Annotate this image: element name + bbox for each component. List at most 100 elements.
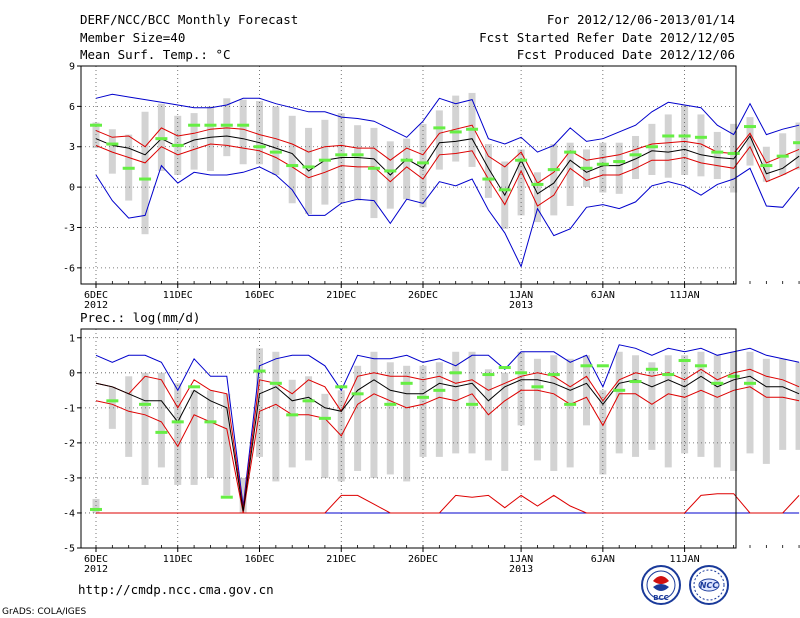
obs-marker [90,123,102,127]
median-line [95,134,800,197]
fcst-started-date: Fcst Started Refer Date 2012/12/05 [479,30,735,45]
ensemble-box [174,383,182,485]
y-tick-label: 3 [69,142,75,153]
obs-marker [400,158,413,162]
obs-marker [384,169,397,173]
obs-marker [106,142,119,146]
obs-marker [547,373,560,377]
x-year-label: 2013 [509,300,533,311]
obs-marker [269,381,282,385]
x-tick-label: 16DEC [244,554,274,565]
ensemble-box [583,355,590,426]
x-tick-label: 6DEC [84,554,108,565]
ensemble-box [632,135,640,180]
bcc-logo-text: BCC [653,594,669,602]
ensemble-box [141,111,149,235]
x-tick-label: 26DEC [408,290,438,301]
ensemble-box [321,393,329,478]
ensemble-box [403,138,411,200]
obs-marker [498,366,511,370]
x-tick-label: 11DEC [163,554,193,565]
ensemble-box [223,393,231,496]
obs-marker [433,126,446,130]
ensemble-box [288,379,296,468]
obs-marker [433,388,446,392]
min-line [95,164,800,268]
ensemble-box [664,355,672,468]
ensemble-box [795,122,800,170]
obs-marker [531,385,544,389]
obs-marker [482,177,495,181]
obs-marker [645,367,658,371]
ensemble-box [305,376,313,461]
obs-marker [727,151,740,155]
obs-marker [629,380,642,384]
obs-marker [286,413,299,417]
x-tick-label: 21DEC [326,290,356,301]
obs-marker [351,392,364,396]
obs-marker [449,130,462,134]
ensemble-box [125,376,133,457]
obs-marker [384,402,397,406]
ensemble-box [779,133,787,175]
ncc-logo: NCC [689,565,729,605]
y-tick-label: -4 [63,508,75,519]
obs-marker [351,153,364,157]
prec-panel-title: Prec.: log(mm/d) [80,310,200,325]
ensemble-box [566,358,574,468]
obs-marker [318,158,331,162]
obs-marker [188,385,201,389]
forecast-period: For 2012/12/06-2013/01/14 [547,12,735,27]
y-tick-label: -2 [63,438,75,449]
obs-marker [744,125,756,129]
ensemble-box [713,131,721,180]
obs-marker [400,381,413,385]
ensemble-box [533,358,541,461]
obs-marker [645,145,658,149]
q25-line [95,386,800,514]
ensemble-box [108,386,116,429]
ensemble-box [435,362,443,457]
obs-marker [711,150,724,154]
max-line [95,344,800,507]
obs-marker [515,371,528,375]
ensemble-box [664,114,672,178]
member-size: Member Size=40 [80,30,185,45]
obs-marker [498,188,511,192]
ensemble-box [239,477,247,513]
obs-marker [139,402,152,406]
obs-marker [596,162,609,166]
ensemble-box [779,358,787,450]
y-tick-label: -5 [63,544,75,555]
obs-marker [335,153,348,157]
obs-marker [106,399,119,403]
obs-marker [155,137,168,141]
max-line [95,93,800,153]
obs-marker [449,371,462,375]
y-tick-label: 1 [69,333,75,344]
ensemble-box [403,365,411,482]
y-tick-label: -6 [63,263,75,274]
x-year-label: 2012 [84,564,108,575]
obs-marker [613,388,626,392]
ensemble-box [452,351,460,454]
ensemble-box [190,113,198,170]
x-tick-label: 6JAN [591,554,615,565]
y-tick-label: 0 [69,183,75,194]
ensemble-box [648,362,656,450]
ensemble-box [468,351,476,454]
low-quartile-line [96,493,800,514]
obs-marker [596,364,609,368]
ensemble-box [206,106,214,171]
obs-marker [678,134,691,138]
ensemble-box [697,114,705,177]
obs-marker [793,141,800,145]
obs-marker [302,165,315,169]
temp-panel-title: Mean Surf. Temp.: °C [80,47,231,62]
obs-marker [547,168,560,172]
ensemble-box [92,122,100,149]
obs-marker [90,507,102,511]
